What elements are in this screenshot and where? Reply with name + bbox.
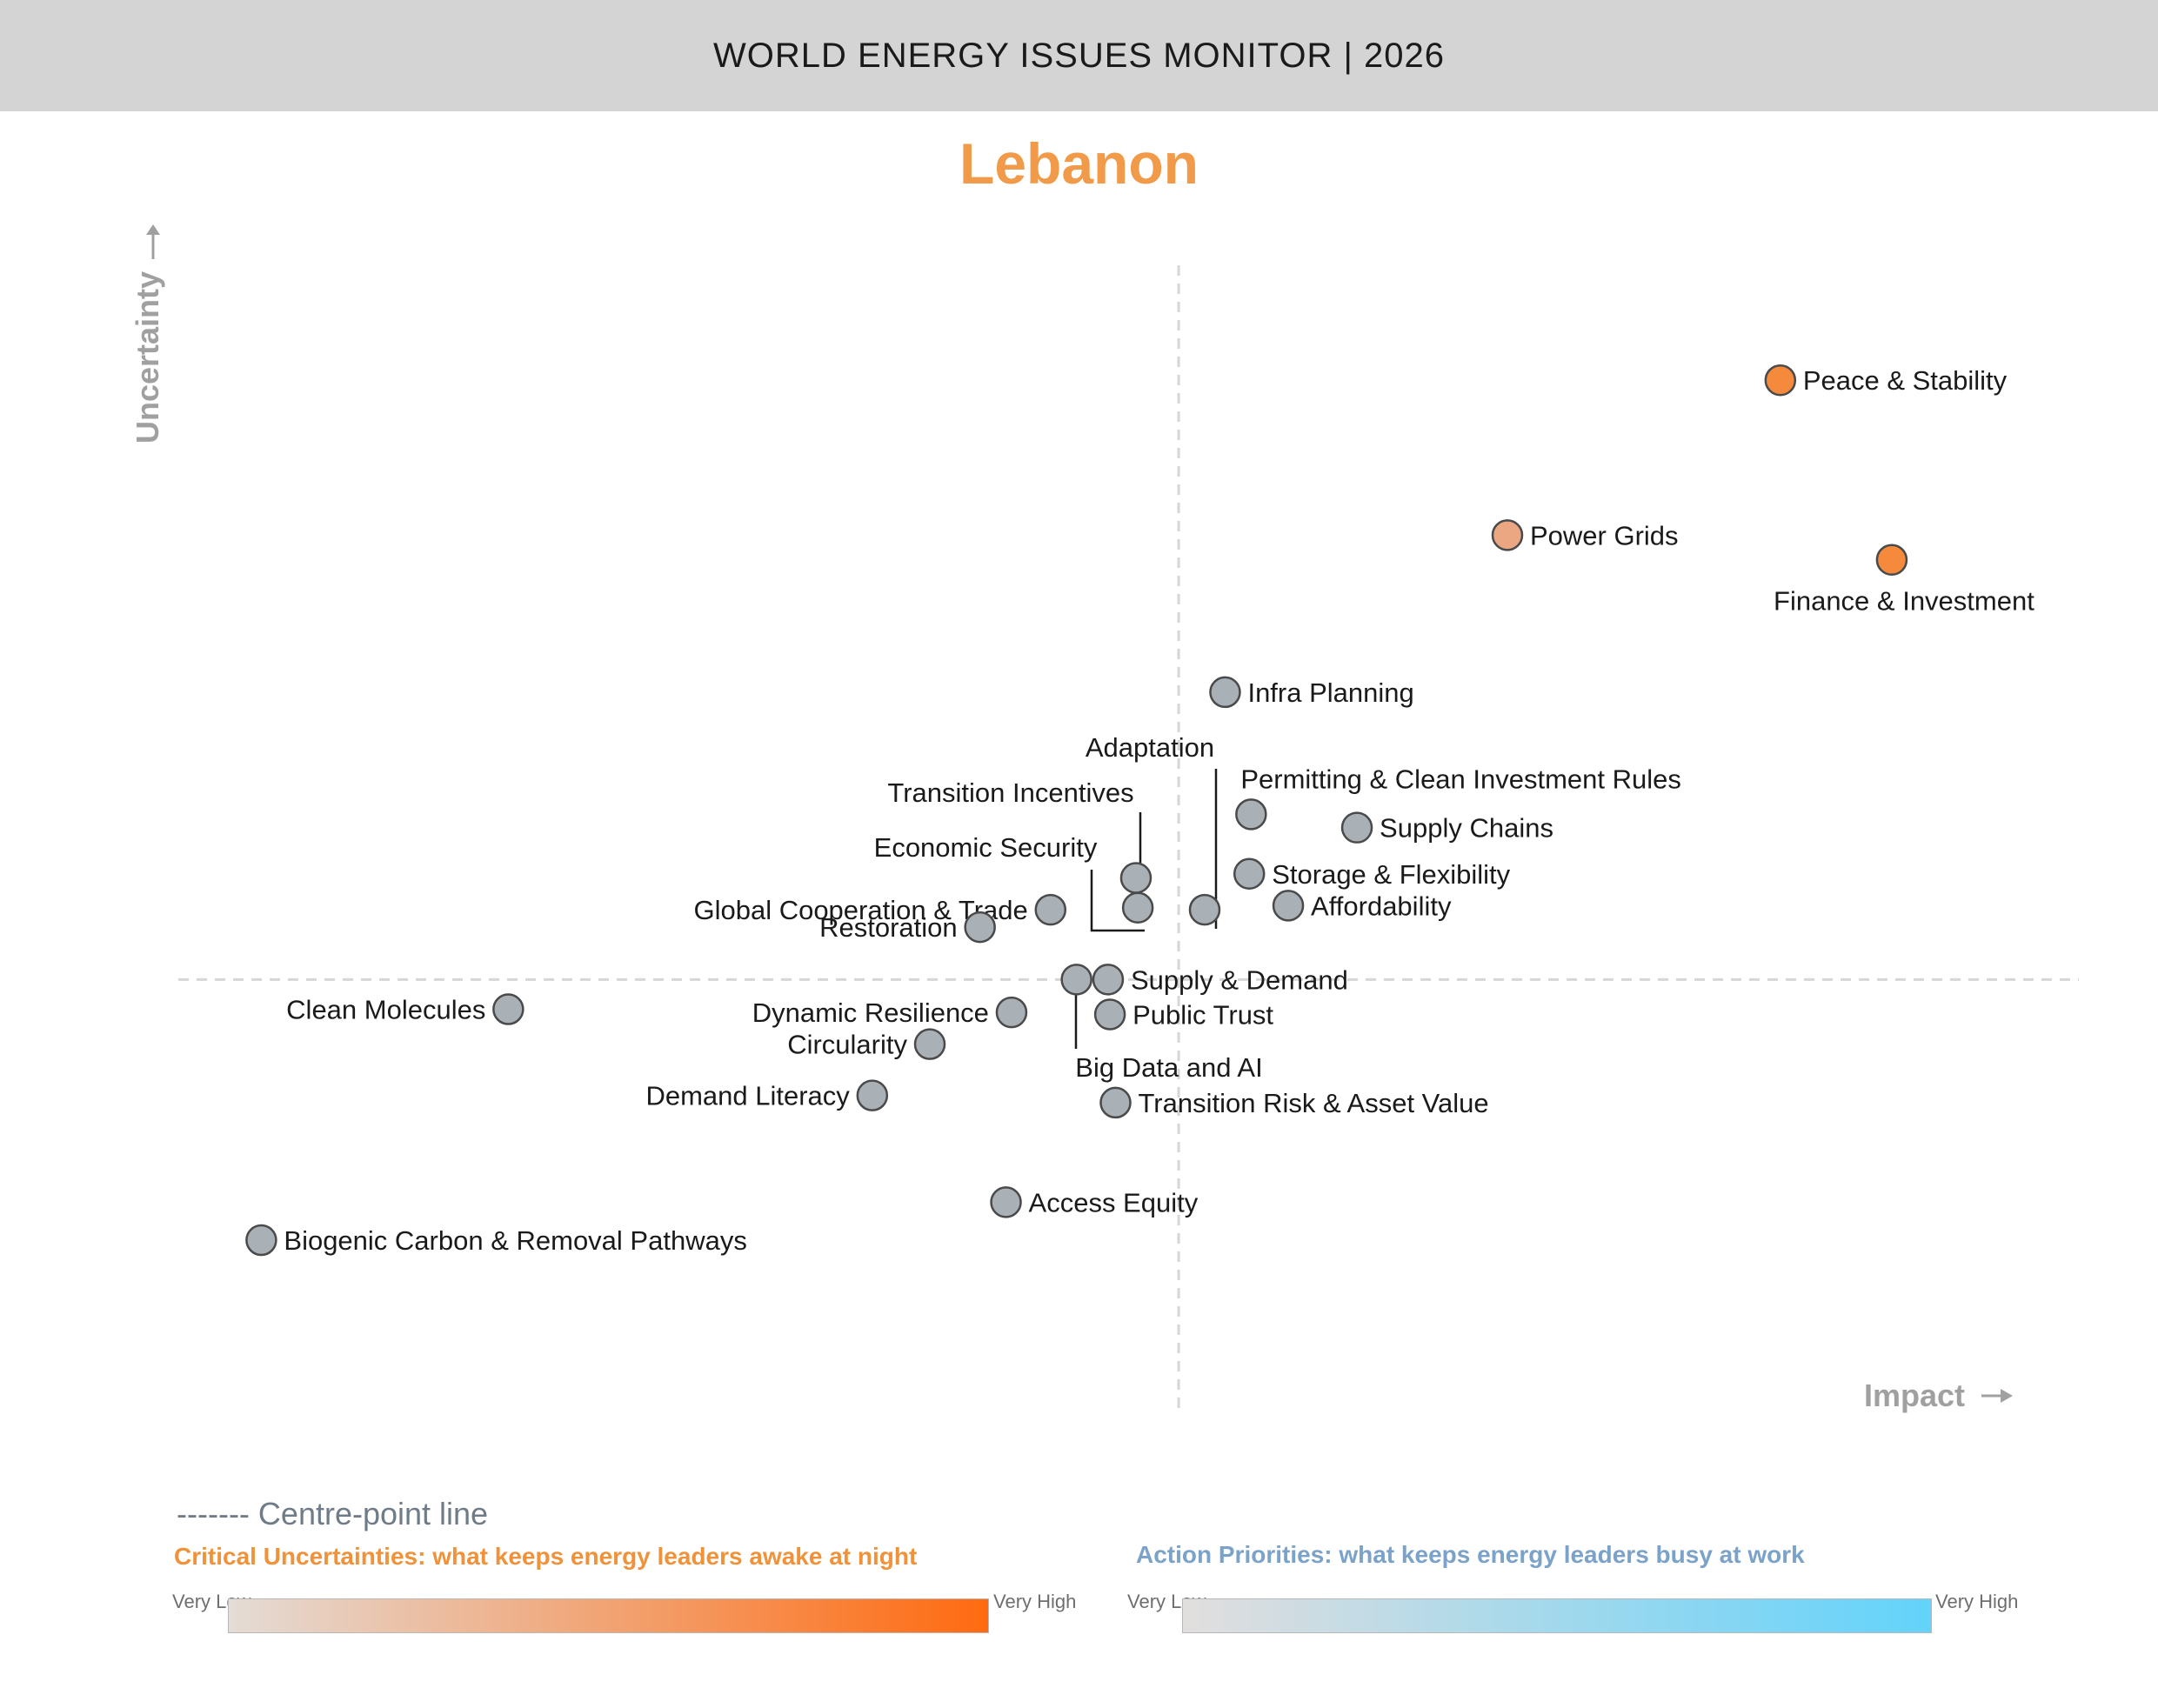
label-power-grids: Power Grids [1530, 520, 1679, 550]
point-clean-molecules [492, 993, 524, 1025]
point-public-trust [1093, 998, 1126, 1031]
point-global-cooperation-and-trade [1034, 893, 1067, 926]
point-transition-risk-and-asset-value [1099, 1086, 1132, 1119]
point-supply-chains [1340, 811, 1373, 844]
point-big-data-and-ai [1060, 964, 1092, 996]
action-priorities-scale [1182, 1598, 1932, 1633]
label-finance-and-investment: Finance & Investment [1774, 586, 2034, 617]
point-peace-and-stability [1764, 364, 1797, 397]
point-supply-and-demand [1092, 964, 1125, 996]
label-affordability: Affordability [1311, 891, 1452, 921]
leader-line-economic-security [1090, 870, 1145, 932]
label-public-trust: Public Trust [1132, 999, 1273, 1030]
label-demand-literacy: Demand Literacy [645, 1081, 850, 1111]
point-transition-incentives [1119, 862, 1152, 894]
x-axis-label: Impact [1864, 1378, 1965, 1413]
point-demand-literacy [856, 1079, 889, 1111]
point-adaptation [1188, 893, 1221, 926]
report-title: WORLD ENERGY ISSUES MONITOR | 2026 [713, 36, 1445, 75]
label-supply-chains: Supply Chains [1380, 813, 1553, 844]
point-dynamic-resilience [995, 996, 1028, 1029]
label-infra-planning: Infra Planning [1247, 677, 1413, 708]
label-restoration: Restoration [819, 912, 958, 943]
critical-uncertainties-scale [228, 1598, 989, 1633]
point-power-grids [1491, 519, 1524, 551]
label-dynamic-resilience: Dynamic Resilience [752, 997, 989, 1028]
centre-line-legend: ------- Centre-point line [177, 1496, 489, 1531]
label-clean-molecules: Clean Molecules [286, 995, 485, 1025]
action-priorities-title: Action Priorities: what keeps energy lea… [1136, 1541, 1805, 1568]
label-biogenic-carbon-and-removal-pathways: Biogenic Carbon & Removal Pathways [284, 1225, 746, 1256]
x-axis-arrow-icon [2001, 1389, 2013, 1403]
point-permitting-and-clean-investment-rules [1235, 798, 1267, 831]
label-circularity: Circularity [787, 1030, 907, 1060]
point-economic-security [1121, 891, 1154, 924]
point-affordability [1272, 890, 1305, 922]
point-restoration [964, 911, 996, 944]
label-adaptation: Adaptation [1086, 732, 1214, 763]
label-transition-incentives: Transition Incentives [887, 777, 1133, 808]
point-access-equity [990, 1186, 1022, 1218]
y-axis-arrow-icon [146, 224, 160, 235]
issues-map-chart: Uncertainty Impact Peace & Stability Power … [130, 224, 2079, 1413]
label-big-data-and-ai: Big Data and AI [1075, 1052, 1262, 1083]
critical-uncertainties-title: Critical Uncertainties: what keeps energ… [174, 1543, 918, 1570]
label-economic-security: Economic Security [874, 832, 1098, 863]
label-access-equity: Access Equity [1029, 1187, 1199, 1218]
header-bar: WORLD ENERGY ISSUES MONITOR | 2026 [0, 0, 2158, 111]
point-biogenic-carbon-and-removal-pathways [245, 1224, 277, 1257]
label-permitting-and-clean-investment-rules: Permitting & Clean Investment Rules [1240, 764, 1681, 794]
point-circularity [913, 1028, 946, 1060]
label-storage-and-flexibility: Storage & Flexibility [1272, 859, 1510, 890]
country-title: Lebanon [959, 131, 1199, 196]
orange-scale-high-label: Very High [993, 1591, 1077, 1612]
label-peace-and-stability: Peace & Stability [1803, 365, 2008, 396]
point-infra-planning [1209, 676, 1241, 709]
y-axis-label: Uncertainty [130, 271, 165, 444]
blue-scale-high-label: Very High [1935, 1591, 2019, 1612]
label-transition-risk-and-asset-value: Transition Risk & Asset Value [1139, 1088, 1489, 1118]
point-storage-and-flexibility [1233, 857, 1266, 891]
point-finance-and-investment [1875, 544, 1908, 576]
label-supply-and-demand: Supply & Demand [1131, 964, 1348, 995]
